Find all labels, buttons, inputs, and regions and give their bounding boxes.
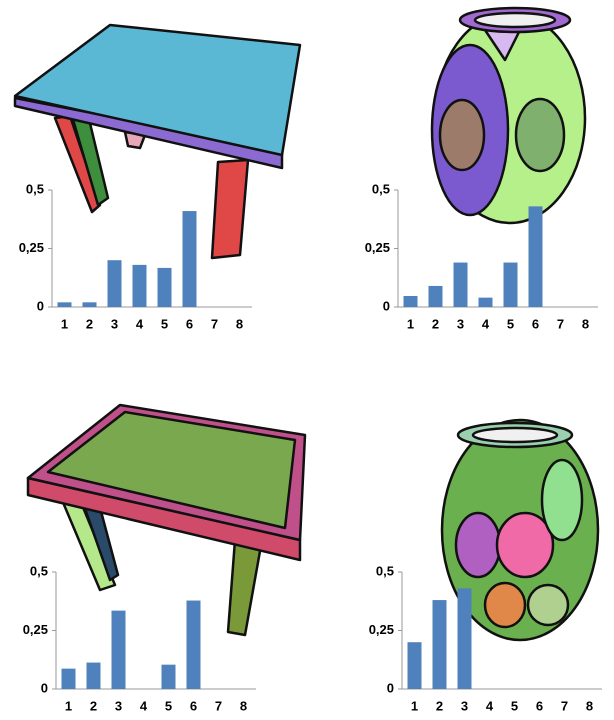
y-tick-label: 0,5 — [30, 563, 48, 578]
bar — [407, 642, 422, 689]
bar — [111, 610, 126, 689]
bar — [157, 267, 172, 307]
bar — [528, 206, 543, 307]
bar — [432, 600, 447, 689]
x-tick-label: 5 — [161, 316, 168, 331]
x-tick-label: 1 — [61, 316, 68, 331]
bar — [57, 302, 72, 307]
table-bottom-left — [26, 403, 307, 637]
x-tick-label: 5 — [507, 316, 514, 331]
table-top-left — [13, 23, 302, 260]
x-tick-label: 4 — [486, 698, 494, 713]
x-tick-label: 1 — [65, 698, 72, 713]
bar — [403, 296, 418, 307]
y-tick-label: 0 — [383, 298, 390, 313]
y-tick-label: 0 — [37, 298, 44, 313]
x-tick-label: 7 — [211, 316, 218, 331]
bar — [186, 600, 201, 689]
y-tick-label: 0,5 — [26, 181, 44, 196]
vase-top-right — [430, 6, 587, 225]
x-tick-label: 2 — [432, 316, 439, 331]
y-tick-label: 0,25 — [369, 622, 394, 637]
x-tick-label: 2 — [86, 316, 93, 331]
bar — [132, 264, 147, 307]
x-tick-label: 8 — [582, 316, 589, 331]
bar — [428, 285, 443, 307]
bar — [503, 262, 518, 307]
bar — [86, 662, 101, 689]
x-tick-label: 3 — [111, 316, 118, 331]
y-tick-label: 0,25 — [23, 622, 48, 637]
x-tick-label: 4 — [136, 316, 144, 331]
bar — [478, 297, 493, 307]
x-tick-label: 2 — [436, 698, 443, 713]
bar — [453, 262, 468, 307]
vase-bottom-right — [440, 418, 600, 642]
x-tick-label: 3 — [115, 698, 122, 713]
x-tick-label: 7 — [215, 698, 222, 713]
y-tick-label: 0 — [387, 680, 394, 695]
bar — [457, 588, 472, 689]
bar — [82, 302, 97, 307]
y-tick-label: 0,5 — [376, 563, 394, 578]
y-tick-label: 0,25 — [365, 240, 390, 255]
bar — [61, 668, 76, 689]
x-tick-label: 1 — [411, 698, 418, 713]
x-tick-label: 6 — [186, 316, 193, 331]
x-tick-label: 7 — [561, 698, 568, 713]
x-tick-label: 8 — [236, 316, 243, 331]
x-tick-label: 5 — [165, 698, 172, 713]
x-tick-label: 1 — [407, 316, 414, 331]
y-tick-label: 0,5 — [372, 181, 390, 196]
x-tick-label: 6 — [536, 698, 543, 713]
x-tick-label: 4 — [140, 698, 148, 713]
x-tick-label: 6 — [532, 316, 539, 331]
y-tick-label: 0 — [41, 680, 48, 695]
bar — [107, 260, 122, 307]
x-tick-label: 7 — [557, 316, 564, 331]
x-tick-label: 3 — [457, 316, 464, 331]
x-tick-label: 6 — [190, 698, 197, 713]
x-tick-label: 3 — [461, 698, 468, 713]
x-tick-label: 5 — [511, 698, 518, 713]
bar — [161, 664, 176, 689]
x-tick-label: 8 — [586, 698, 593, 713]
x-tick-label: 4 — [482, 316, 490, 331]
x-tick-label: 2 — [90, 698, 97, 713]
x-tick-label: 8 — [240, 698, 247, 713]
bar — [182, 211, 197, 307]
y-tick-label: 0,25 — [19, 240, 44, 255]
